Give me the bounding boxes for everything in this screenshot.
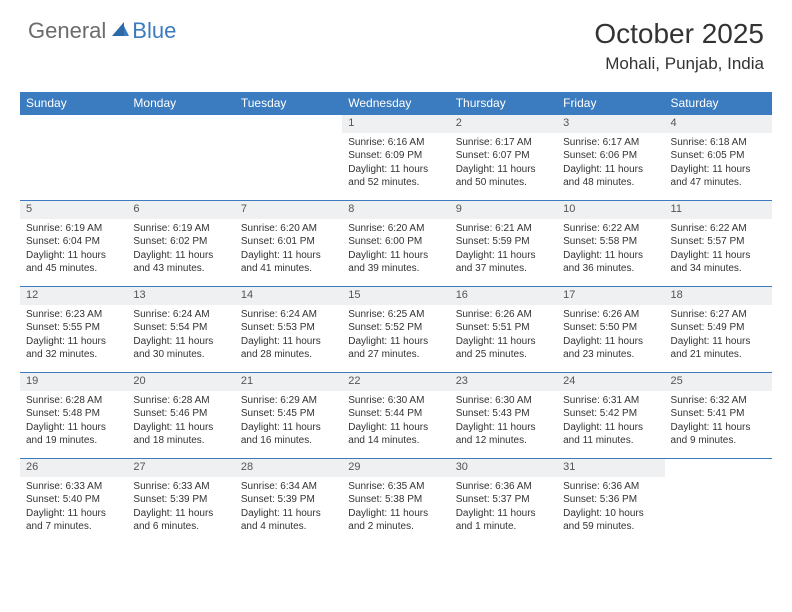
- day-info-cell: Sunrise: 6:21 AMSunset: 5:59 PMDaylight:…: [450, 219, 557, 287]
- day-number-cell: 19: [20, 373, 127, 391]
- calendar-table: SundayMondayTuesdayWednesdayThursdayFrid…: [20, 92, 772, 545]
- day-info-cell: Sunrise: 6:19 AMSunset: 6:04 PMDaylight:…: [20, 219, 127, 287]
- weekday-header: Friday: [557, 92, 664, 115]
- logo-text-blue: Blue: [132, 18, 176, 44]
- day-number-row: 12131415161718: [20, 287, 772, 305]
- day-number-row: 1234: [20, 115, 772, 133]
- weekday-header: Wednesday: [342, 92, 449, 115]
- day-info-row: Sunrise: 6:33 AMSunset: 5:40 PMDaylight:…: [20, 477, 772, 545]
- header: General Blue October 2025 Mohali, Punjab…: [0, 0, 792, 82]
- day-number-cell: 3: [557, 115, 664, 133]
- day-info-cell: Sunrise: 6:28 AMSunset: 5:48 PMDaylight:…: [20, 391, 127, 459]
- logo-text-general: General: [28, 18, 106, 44]
- day-info-row: Sunrise: 6:19 AMSunset: 6:04 PMDaylight:…: [20, 219, 772, 287]
- day-number-cell: 23: [450, 373, 557, 391]
- day-number-cell: 5: [20, 201, 127, 219]
- day-info-cell: [127, 133, 234, 201]
- day-info-cell: Sunrise: 6:17 AMSunset: 6:07 PMDaylight:…: [450, 133, 557, 201]
- day-info-cell: Sunrise: 6:16 AMSunset: 6:09 PMDaylight:…: [342, 133, 449, 201]
- day-info-cell: Sunrise: 6:26 AMSunset: 5:50 PMDaylight:…: [557, 305, 664, 373]
- day-info-cell: Sunrise: 6:29 AMSunset: 5:45 PMDaylight:…: [235, 391, 342, 459]
- day-info-cell: Sunrise: 6:24 AMSunset: 5:54 PMDaylight:…: [127, 305, 234, 373]
- day-number-cell: 8: [342, 201, 449, 219]
- day-info-cell: Sunrise: 6:30 AMSunset: 5:43 PMDaylight:…: [450, 391, 557, 459]
- day-number-cell: 17: [557, 287, 664, 305]
- month-title: October 2025: [594, 18, 764, 50]
- day-number-cell: 26: [20, 459, 127, 477]
- day-number-cell: 6: [127, 201, 234, 219]
- day-info-cell: Sunrise: 6:27 AMSunset: 5:49 PMDaylight:…: [665, 305, 772, 373]
- day-info-cell: [20, 133, 127, 201]
- day-number-cell: 27: [127, 459, 234, 477]
- day-number-cell: 25: [665, 373, 772, 391]
- day-number-cell: 15: [342, 287, 449, 305]
- day-info-cell: Sunrise: 6:36 AMSunset: 5:37 PMDaylight:…: [450, 477, 557, 545]
- day-info-cell: Sunrise: 6:17 AMSunset: 6:06 PMDaylight:…: [557, 133, 664, 201]
- day-info-cell: Sunrise: 6:30 AMSunset: 5:44 PMDaylight:…: [342, 391, 449, 459]
- day-number-cell: [235, 115, 342, 133]
- day-info-cell: Sunrise: 6:20 AMSunset: 6:01 PMDaylight:…: [235, 219, 342, 287]
- day-info-cell: Sunrise: 6:33 AMSunset: 5:39 PMDaylight:…: [127, 477, 234, 545]
- day-info-row: Sunrise: 6:16 AMSunset: 6:09 PMDaylight:…: [20, 133, 772, 201]
- calendar-body: 1234 Sunrise: 6:16 AMSunset: 6:09 PMDayl…: [20, 115, 772, 545]
- weekday-header: Thursday: [450, 92, 557, 115]
- day-number-cell: 14: [235, 287, 342, 305]
- day-number-cell: 24: [557, 373, 664, 391]
- weekday-header: Tuesday: [235, 92, 342, 115]
- title-block: October 2025 Mohali, Punjab, India: [594, 18, 764, 74]
- weekday-header-row: SundayMondayTuesdayWednesdayThursdayFrid…: [20, 92, 772, 115]
- day-info-cell: Sunrise: 6:22 AMSunset: 5:57 PMDaylight:…: [665, 219, 772, 287]
- day-number-cell: 20: [127, 373, 234, 391]
- day-info-cell: Sunrise: 6:28 AMSunset: 5:46 PMDaylight:…: [127, 391, 234, 459]
- day-number-cell: 18: [665, 287, 772, 305]
- day-number-row: 19202122232425: [20, 373, 772, 391]
- day-info-row: Sunrise: 6:28 AMSunset: 5:48 PMDaylight:…: [20, 391, 772, 459]
- day-info-cell: Sunrise: 6:24 AMSunset: 5:53 PMDaylight:…: [235, 305, 342, 373]
- day-info-cell: Sunrise: 6:22 AMSunset: 5:58 PMDaylight:…: [557, 219, 664, 287]
- day-number-cell: 31: [557, 459, 664, 477]
- day-number-cell: 16: [450, 287, 557, 305]
- day-number-cell: [665, 459, 772, 477]
- day-number-cell: [127, 115, 234, 133]
- day-number-cell: 9: [450, 201, 557, 219]
- day-info-cell: Sunrise: 6:23 AMSunset: 5:55 PMDaylight:…: [20, 305, 127, 373]
- day-info-cell: Sunrise: 6:19 AMSunset: 6:02 PMDaylight:…: [127, 219, 234, 287]
- day-info-cell: Sunrise: 6:31 AMSunset: 5:42 PMDaylight:…: [557, 391, 664, 459]
- day-number-cell: 13: [127, 287, 234, 305]
- day-number-cell: 28: [235, 459, 342, 477]
- day-number-cell: [20, 115, 127, 133]
- day-number-cell: 29: [342, 459, 449, 477]
- day-number-cell: 22: [342, 373, 449, 391]
- day-info-cell: Sunrise: 6:18 AMSunset: 6:05 PMDaylight:…: [665, 133, 772, 201]
- day-info-cell: Sunrise: 6:25 AMSunset: 5:52 PMDaylight:…: [342, 305, 449, 373]
- logo-sail-icon: [110, 20, 130, 43]
- day-info-cell: Sunrise: 6:20 AMSunset: 6:00 PMDaylight:…: [342, 219, 449, 287]
- day-info-cell: Sunrise: 6:26 AMSunset: 5:51 PMDaylight:…: [450, 305, 557, 373]
- day-number-cell: 7: [235, 201, 342, 219]
- weekday-header: Sunday: [20, 92, 127, 115]
- day-info-cell: Sunrise: 6:34 AMSunset: 5:39 PMDaylight:…: [235, 477, 342, 545]
- location-text: Mohali, Punjab, India: [594, 54, 764, 74]
- day-number-cell: 12: [20, 287, 127, 305]
- day-info-cell: Sunrise: 6:35 AMSunset: 5:38 PMDaylight:…: [342, 477, 449, 545]
- day-number-cell: 30: [450, 459, 557, 477]
- day-number-cell: 2: [450, 115, 557, 133]
- day-info-cell: Sunrise: 6:33 AMSunset: 5:40 PMDaylight:…: [20, 477, 127, 545]
- day-info-cell: [665, 477, 772, 545]
- weekday-header: Monday: [127, 92, 234, 115]
- day-number-cell: 11: [665, 201, 772, 219]
- day-info-cell: [235, 133, 342, 201]
- day-number-cell: 21: [235, 373, 342, 391]
- day-number-row: 567891011: [20, 201, 772, 219]
- day-number-cell: 4: [665, 115, 772, 133]
- day-info-row: Sunrise: 6:23 AMSunset: 5:55 PMDaylight:…: [20, 305, 772, 373]
- logo: General Blue: [28, 18, 176, 44]
- day-number-cell: 1: [342, 115, 449, 133]
- weekday-header: Saturday: [665, 92, 772, 115]
- day-number-cell: 10: [557, 201, 664, 219]
- day-info-cell: Sunrise: 6:32 AMSunset: 5:41 PMDaylight:…: [665, 391, 772, 459]
- day-number-row: 262728293031: [20, 459, 772, 477]
- day-info-cell: Sunrise: 6:36 AMSunset: 5:36 PMDaylight:…: [557, 477, 664, 545]
